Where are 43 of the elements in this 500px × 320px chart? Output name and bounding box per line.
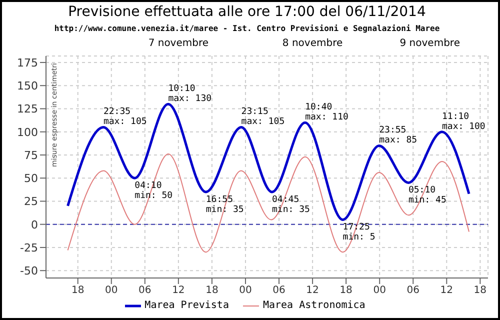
y-tick-label: 150 bbox=[17, 80, 38, 93]
x-tick-label: 00 bbox=[373, 285, 386, 296]
annotation: 22:35 max: 105 bbox=[103, 107, 147, 128]
x-tick-label: 18 bbox=[340, 285, 352, 296]
y-tick-label: 0 bbox=[31, 218, 38, 232]
annotation: 10:10 max: 130 bbox=[168, 84, 212, 104]
chart-title: Previsione effettuata alle ore 17:00 del 06/11/2014 bbox=[67, 4, 427, 20]
annotation: 23:55 max: 85 bbox=[379, 126, 418, 146]
x-tick-label: 12 bbox=[440, 285, 454, 296]
annotation: 16:55 min: 35 bbox=[206, 194, 244, 215]
y-tick-label: 100 bbox=[17, 126, 38, 139]
legend-label: Marea Astronomica bbox=[262, 300, 366, 311]
y-tick-label: 125 bbox=[17, 102, 38, 116]
y-tick-label: 25 bbox=[24, 195, 38, 208]
x-tick-label: 18 bbox=[474, 285, 487, 296]
line-series bbox=[67, 154, 470, 253]
x-tick-label: 00 bbox=[239, 285, 252, 296]
x-tick-label: 00 bbox=[105, 285, 118, 296]
x2-tick-label: 9 novembre bbox=[398, 38, 461, 49]
x-tick-label: 18 bbox=[71, 285, 84, 296]
chart-subtitle: http://www.comune.venezia.it/maree - Ist. Centro Previsioni e Segnalazioni Maree bbox=[53, 24, 441, 33]
y-tick-label: -50 bbox=[20, 264, 38, 278]
x-tick-label: 06 bbox=[272, 285, 286, 296]
x-tick-label: 06 bbox=[138, 285, 152, 296]
annotation: 04:10 min: 50 bbox=[134, 181, 173, 202]
annotation: 10:40 max: 110 bbox=[305, 102, 348, 123]
annotation: 11:10 max: 100 bbox=[442, 112, 486, 132]
annotation: 04:45 min: 35 bbox=[272, 194, 310, 215]
x-tick-label: 12 bbox=[306, 285, 319, 296]
line-series bbox=[66, 102, 470, 221]
y-tick-label: 175 bbox=[17, 56, 38, 70]
annotation: 17:25 min: 5 bbox=[342, 222, 376, 243]
x2-tick-label: 8 novembre bbox=[281, 38, 344, 49]
y-tick-label: 50 bbox=[24, 172, 38, 186]
y-tick-label: 75 bbox=[24, 148, 38, 162]
annotation: 05:10 min: 45 bbox=[408, 186, 446, 206]
legend-label: Marea Prevista bbox=[144, 300, 229, 311]
annotation: 23:15 max: 105 bbox=[241, 107, 285, 128]
x-tick-label: 06 bbox=[406, 285, 420, 296]
x2-tick-label: 7 novembre bbox=[147, 38, 210, 49]
x-tick-label: 18 bbox=[206, 285, 218, 296]
y-tick-label: -25 bbox=[20, 241, 38, 254]
x-tick-label: 12 bbox=[172, 285, 185, 296]
